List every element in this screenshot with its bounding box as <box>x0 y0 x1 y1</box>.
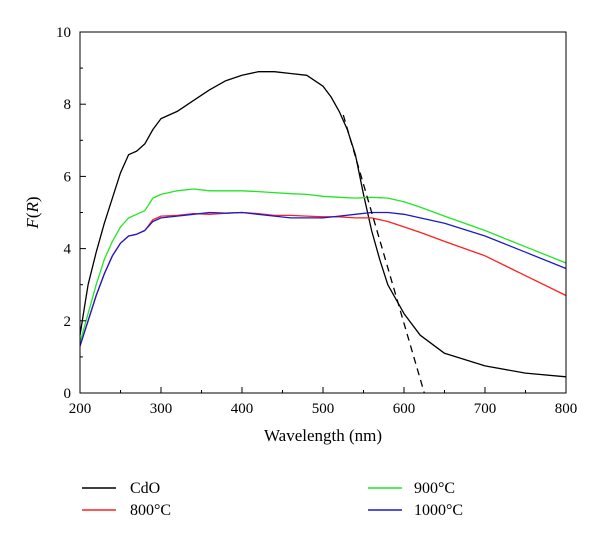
tick-labels-layer: 200 300 400 500 600 700 800 0 2 4 6 8 10 <box>56 25 577 417</box>
series-layer <box>79 71 567 394</box>
legend-entry-800: 800°C <box>82 502 171 519</box>
y-tick-label-10: 10 <box>56 25 71 41</box>
x-axis-label: Wavelength (nm) <box>264 426 382 445</box>
y-tick-label-0: 0 <box>64 386 72 402</box>
series-900c-line <box>79 188 567 343</box>
y-axis-label-main: F <box>23 218 42 230</box>
series-cdo-line <box>79 71 567 378</box>
series-cdo-extrapolation-line <box>342 114 425 394</box>
x-tick-label-600: 600 <box>393 401 416 417</box>
y-tick-label-6: 6 <box>64 169 72 185</box>
legend-label-cdo: CdO <box>130 480 160 497</box>
legend-label-900: 900°C <box>414 480 455 497</box>
legend-label-800: 800°C <box>130 502 171 519</box>
legend-entry-1000: 1000°C <box>368 502 463 519</box>
y-tick-label-8: 8 <box>64 97 72 113</box>
y-tick-label-2: 2 <box>64 314 72 330</box>
legend-entry-900: 900°C <box>368 480 455 497</box>
y-axis-label-paren-close: ) <box>23 196 42 202</box>
ticks-layer <box>79 31 567 394</box>
legend-entry-cdo: CdO <box>82 480 160 497</box>
x-tick-label-400: 400 <box>231 401 254 417</box>
y-axis-label-var: R <box>23 202 42 214</box>
series-800c-line <box>79 211 567 347</box>
x-tick-label-800: 800 <box>555 401 578 417</box>
x-tick-label-300: 300 <box>150 401 173 417</box>
y-axis-label: F(R) <box>23 196 42 229</box>
series-1000c-line <box>79 211 567 347</box>
x-tick-label-700: 700 <box>474 401 497 417</box>
y-axis-label-paren-open: ( <box>23 212 42 218</box>
legend: CdO 800°C 900°C 1000°C <box>82 480 463 519</box>
y-tick-label-4: 4 <box>64 242 72 258</box>
x-tick-label-500: 500 <box>312 401 335 417</box>
x-tick-label-200: 200 <box>69 401 92 417</box>
legend-label-1000: 1000°C <box>414 502 463 519</box>
